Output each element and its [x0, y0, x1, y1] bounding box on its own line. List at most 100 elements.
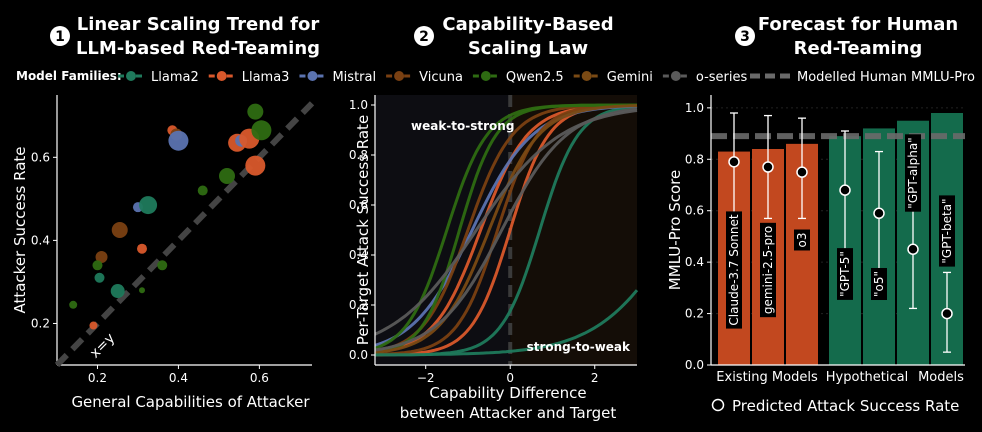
- sigmoid-line-vicuna: [374, 103, 638, 356]
- scatter-point-qwen25: [247, 103, 264, 120]
- legend-title: Model Families:: [16, 69, 122, 83]
- y-tick-label: 0.0: [685, 358, 704, 372]
- predicted-asr-marker: [728, 156, 740, 168]
- y-tick-label: 0.2: [349, 298, 368, 312]
- panel2-title-line1: Capability-Based: [442, 14, 613, 35]
- scatter-point-llama3: [245, 155, 266, 176]
- predicted-asr-legend-marker: [711, 398, 725, 412]
- legend-label: Llama2: [151, 70, 199, 85]
- legend-swatch-dot: [216, 71, 227, 81]
- reference-line-legend-label: Modelled Human MMLU-Pro: [797, 70, 975, 85]
- legend-label: Qwen2.5: [506, 70, 564, 85]
- forecast-panel: Claude-3.7 Sonnet gemini-2.5-pro o3 "GPT-5"…: [666, 95, 965, 415]
- predicted-asr-marker: [762, 161, 774, 173]
- scatter-point-qwen25: [92, 260, 103, 271]
- scaling-law-panel: −2 0 2 0.0 0.2 0.4 0.6 0.8 1.0 weak-to-strong stro…: [349, 95, 639, 422]
- scatter-point-llama3: [89, 321, 98, 330]
- x-tick-label: 0.6: [250, 371, 269, 385]
- panel2-badge-number: 2: [419, 29, 429, 45]
- group-label-existing: Existing Models: [716, 370, 818, 385]
- panel1-title-line1: Linear Scaling Trend for: [77, 14, 320, 35]
- y-tick-label: 0.6: [349, 198, 368, 212]
- bar-model-label-box: [794, 229, 810, 251]
- y-tick-label: 0.4: [685, 255, 704, 269]
- predicted-asr-marker: [907, 243, 919, 256]
- bar-model-label-box: [939, 195, 955, 267]
- y-tick-label: 0.0: [349, 348, 368, 362]
- x-tick-label: 0.2: [88, 371, 107, 385]
- x-axis-label-line1: Capability Difference: [429, 384, 586, 402]
- panel2-title-line2: Scaling Law: [468, 38, 588, 59]
- x-tick-label: 0.4: [169, 371, 188, 385]
- weak-to-strong-label: weak-to-strong: [411, 119, 514, 133]
- panel3-title: 3 Forecast for Human Red-Teaming: [735, 14, 958, 59]
- y-axis-label: Attacker Success Rate: [11, 146, 29, 313]
- sigmoid-line-oseries: [374, 107, 638, 352]
- x-tick-label: 2: [591, 371, 599, 385]
- scatter-point-llama2: [110, 284, 125, 299]
- scatter-point-vicuna: [111, 222, 128, 238]
- y-tick-label: 0.4: [31, 233, 50, 247]
- predicted-asr-marker: [873, 207, 885, 220]
- y-tick-label: 1.0: [685, 101, 704, 115]
- bar-model-label-box: [905, 134, 921, 212]
- legend-swatch-dot: [394, 71, 405, 81]
- scatter-point-qwen25: [69, 300, 78, 309]
- predicted-asr-marker: [941, 307, 953, 320]
- scatter-point-llama3: [137, 243, 147, 254]
- legend-swatch-dot: [670, 71, 681, 81]
- legend-swatch-dot: [480, 71, 491, 81]
- bar-model-label: gemini-2.5-pro: [761, 226, 775, 314]
- predicted-asr-marker: [796, 166, 808, 178]
- panel2-title: 2 Capability-Based Scaling Law: [414, 14, 614, 59]
- scatter-point-llama2: [139, 196, 158, 215]
- bar-model-label-box: [837, 248, 853, 300]
- predicted-asr-legend-label: Predicted Attack Success Rate: [732, 397, 959, 415]
- panel1-badge: [50, 26, 70, 46]
- model-family-legend: Model Families: Llama2 Llama3 Mistral Vicun…: [16, 69, 748, 85]
- scatter-point-vicuna: [95, 251, 108, 263]
- panel3-badge-number: 3: [740, 29, 750, 45]
- legend-label: o-series: [696, 70, 748, 85]
- panel3-title-line2: Red-Teaming: [794, 38, 923, 59]
- strong-to-weak-label: strong-to-weak: [527, 340, 631, 354]
- group-label-models: Models: [918, 370, 964, 385]
- y-tick-label: 0.6: [685, 204, 704, 218]
- panel1-title: 1 Linear Scaling Trend for LLM-based Red…: [50, 14, 320, 59]
- legend-label: Gemini: [607, 70, 653, 85]
- bar-model-label: o3: [795, 233, 809, 248]
- reference-line-x-equals-y: [54, 101, 315, 368]
- bar-model-label: Claude-3.7 Sonnet: [727, 214, 741, 325]
- sigmoid-line-llama2: [375, 289, 639, 357]
- y-tick-label: 0.8: [349, 148, 368, 162]
- bar-model-label: "GPT-5": [838, 251, 852, 297]
- x-tick-label: 0: [506, 371, 514, 385]
- y-tick-label: 0.2: [31, 316, 50, 330]
- panel3-badge: [735, 26, 755, 46]
- scatter-point-qwen25: [197, 185, 208, 196]
- scatter-point-qwen25: [157, 260, 168, 271]
- scatter-point-mistral: [168, 130, 189, 151]
- predicted-asr-marker: [839, 184, 851, 196]
- group-label-hypothetical: Hypothetical: [826, 370, 908, 385]
- y-tick-label: 0.2: [685, 307, 704, 321]
- panel3-title-line1: Forecast for Human: [758, 14, 958, 35]
- scatter-point-qwen25: [219, 168, 235, 184]
- bar-model-label-box: [871, 267, 887, 301]
- panel1-title-line2: LLM-based Red-Teaming: [76, 38, 320, 59]
- bar-model-label: "GPT-alpha": [906, 137, 920, 208]
- bar-model-label-box: [760, 222, 776, 318]
- bar-model-label-box: [726, 211, 742, 329]
- scatter-point-llama2: [94, 272, 105, 283]
- y-axis-label: Per-Target Attack Success Rate: [354, 115, 372, 345]
- y-tick-label: 1.0: [349, 98, 368, 112]
- sigmoid-line-qwen25: [374, 103, 637, 354]
- legend-label: Llama3: [242, 70, 290, 85]
- x-tick-label: −2: [417, 371, 435, 385]
- panel2-badge: [414, 26, 434, 46]
- bar-model-label: "o5": [872, 271, 886, 297]
- y-tick-label: 0.6: [31, 150, 50, 164]
- legend-swatch-dot: [581, 71, 592, 81]
